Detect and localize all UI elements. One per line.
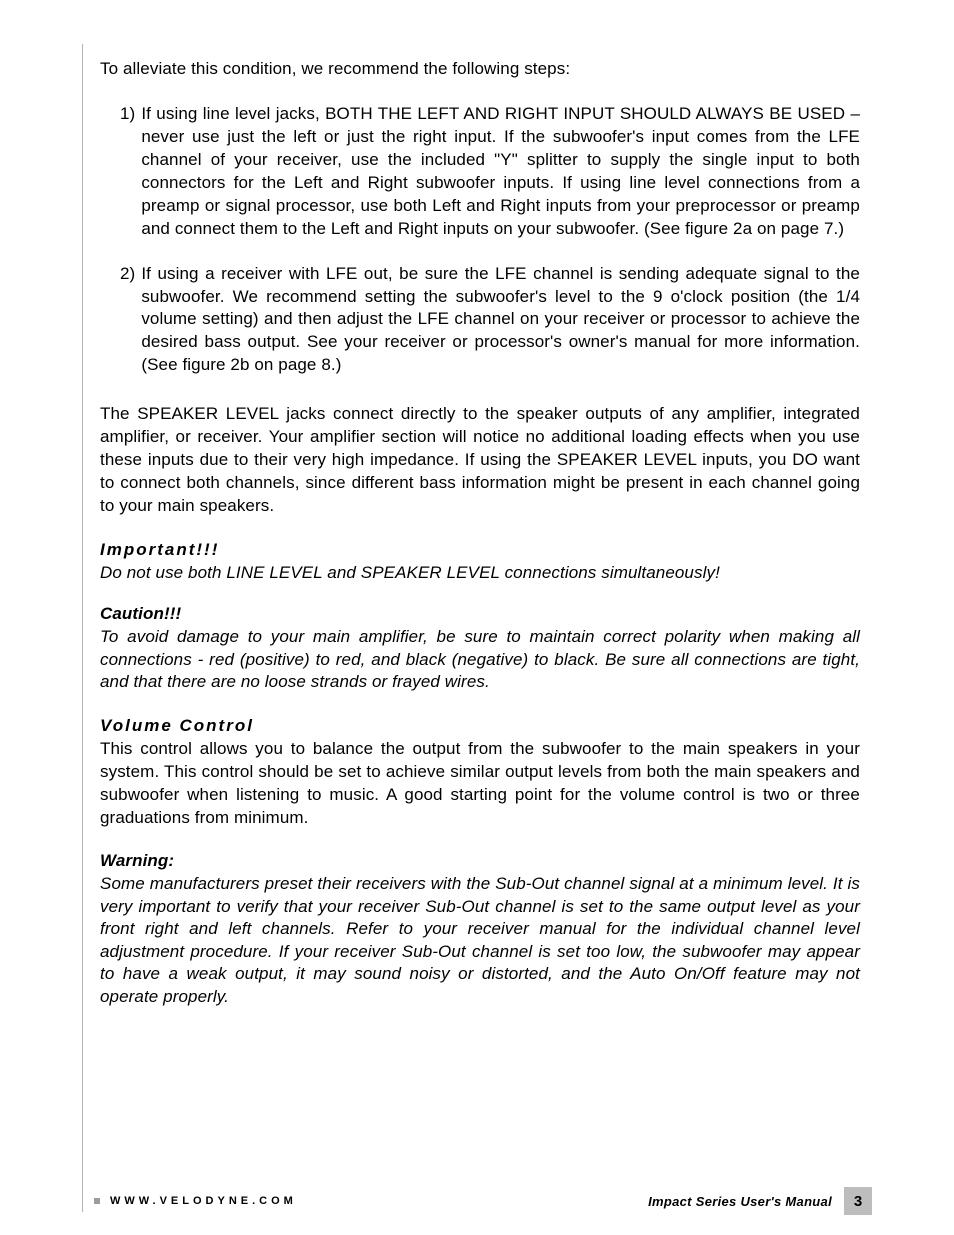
page-number: 3 bbox=[854, 1193, 862, 1210]
page-number-badge: 3 bbox=[844, 1187, 872, 1215]
caution-heading: Caution!!! bbox=[100, 604, 860, 624]
step-number: 1) bbox=[120, 103, 135, 241]
speaker-level-para: The SPEAKER LEVEL jacks connect directly… bbox=[100, 403, 860, 518]
footer-url: WWW.VELODYNE.COM bbox=[110, 1195, 297, 1207]
warning-body: Some manufacturers preset their receiver… bbox=[100, 873, 860, 1008]
left-vertical-rule bbox=[82, 44, 83, 1212]
intro-text: To alleviate this condition, we recommen… bbox=[100, 58, 860, 81]
footer-title: Impact Series User's Manual bbox=[648, 1194, 832, 1209]
volume-body: This control allows you to balance the o… bbox=[100, 738, 860, 830]
footer-bullet-icon bbox=[94, 1198, 100, 1204]
warning-heading: Warning: bbox=[100, 851, 860, 871]
page-footer: WWW.VELODYNE.COM Impact Series User's Ma… bbox=[94, 1187, 872, 1215]
important-body: Do not use both LINE LEVEL and SPEAKER L… bbox=[100, 562, 860, 584]
footer-left: WWW.VELODYNE.COM bbox=[94, 1195, 297, 1207]
page: To alleviate this condition, we recommen… bbox=[0, 0, 954, 1235]
important-heading: Important!!! bbox=[100, 540, 860, 560]
step-text: If using line level jacks, BOTH THE LEFT… bbox=[141, 103, 860, 241]
volume-heading: Volume Control bbox=[100, 716, 860, 736]
step-item: 2) If using a receiver with LFE out, be … bbox=[120, 263, 860, 378]
caution-body: To avoid damage to your main amplifier, … bbox=[100, 626, 860, 693]
steps-list: 1) If using line level jacks, BOTH THE L… bbox=[100, 103, 860, 377]
step-number: 2) bbox=[120, 263, 135, 378]
step-item: 1) If using line level jacks, BOTH THE L… bbox=[120, 103, 860, 241]
footer-right: Impact Series User's Manual 3 bbox=[648, 1187, 872, 1215]
step-text: If using a receiver with LFE out, be sur… bbox=[141, 263, 860, 378]
